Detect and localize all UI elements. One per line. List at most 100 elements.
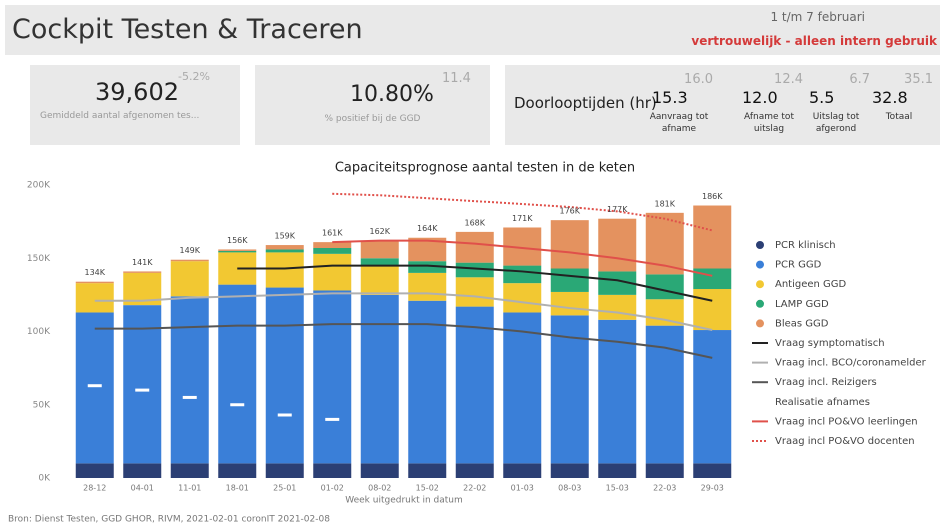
bar-segment bbox=[693, 463, 732, 478]
bar-segment bbox=[360, 294, 399, 464]
y-tick-label: 50K bbox=[33, 400, 51, 410]
throughput-label: Uitslag tot afgerond bbox=[812, 112, 860, 134]
bar-segment bbox=[123, 463, 162, 478]
total-label: 156K bbox=[227, 236, 248, 245]
x-tick-label: 22-02 bbox=[463, 484, 486, 493]
total-label: 141K bbox=[132, 258, 153, 267]
bar-segment bbox=[170, 296, 209, 464]
throughput-value: 15.3 bbox=[652, 88, 688, 107]
bar-segment bbox=[455, 277, 494, 307]
kpi-change: -5.2% bbox=[178, 70, 210, 83]
bar-segment bbox=[455, 306, 494, 464]
page-title: Cockpit Testen & Traceren bbox=[12, 14, 363, 45]
bar-segment bbox=[170, 463, 209, 478]
y-tick-label: 200K bbox=[27, 181, 51, 191]
legend-swatch bbox=[756, 260, 764, 269]
bar-segment bbox=[550, 291, 589, 316]
bar-segment bbox=[550, 463, 589, 478]
bar-segment bbox=[550, 220, 589, 269]
throughput-value: 32.8 bbox=[872, 88, 908, 107]
x-tick-label: 01-03 bbox=[511, 484, 534, 493]
bar-segment bbox=[313, 290, 352, 464]
bar-segment bbox=[645, 463, 684, 478]
legend-label: LAMP GGD bbox=[775, 299, 829, 310]
total-label: 159K bbox=[274, 232, 295, 241]
bar-segment bbox=[75, 463, 114, 478]
bar-segment bbox=[75, 312, 114, 464]
kpi-value: 10.80% bbox=[350, 82, 434, 107]
bar-segment bbox=[265, 249, 304, 253]
bar-segment bbox=[218, 284, 257, 464]
bar-segment bbox=[550, 315, 589, 464]
total-label: 186K bbox=[702, 192, 723, 201]
source: Bron: Dienst Testen, GGD GHOR, RIVM, 202… bbox=[8, 515, 330, 525]
throughput-value: 5.5 bbox=[809, 88, 835, 107]
total-label: 161K bbox=[322, 229, 343, 238]
legend-label: Vraag incl PO&VO docenten bbox=[775, 436, 915, 447]
bar-segment bbox=[313, 253, 352, 291]
bar-segment bbox=[265, 245, 304, 250]
line bbox=[94, 323, 713, 359]
bar-segment bbox=[170, 261, 209, 297]
throughput-label: Aanvraag tot afname bbox=[649, 112, 709, 134]
bar-segment bbox=[693, 330, 732, 464]
throughput-previous: 16.0 bbox=[684, 72, 713, 87]
bar-segment bbox=[360, 463, 399, 478]
total-label: 181K bbox=[654, 199, 675, 208]
bar-segment bbox=[645, 299, 684, 326]
bar-segment bbox=[313, 463, 352, 478]
bar-segment bbox=[360, 240, 399, 259]
x-tick-label: 28-12 bbox=[83, 484, 106, 493]
bar-segment bbox=[218, 250, 257, 253]
line bbox=[94, 292, 713, 332]
bar-segment bbox=[218, 249, 257, 251]
kpi-label: Gemiddeld aantal afgenomen tes... bbox=[40, 111, 200, 121]
x-tick-label: 04-01 bbox=[131, 484, 154, 493]
throughput-previous: 6.7 bbox=[849, 72, 870, 87]
bar-segment bbox=[550, 268, 589, 292]
legend-label: Realisatie afnames bbox=[775, 397, 870, 408]
bar-segment bbox=[313, 247, 352, 254]
bar-segment bbox=[503, 265, 542, 284]
bar-segment bbox=[503, 312, 542, 464]
legend-swatch bbox=[756, 299, 764, 308]
legend-swatch bbox=[756, 280, 764, 289]
x-tick-label: 18-01 bbox=[226, 484, 249, 493]
bar-segment bbox=[360, 258, 399, 266]
x-tick-label: 15-03 bbox=[606, 484, 629, 493]
line bbox=[332, 192, 713, 232]
bar-segment bbox=[598, 294, 637, 320]
y-tick-label: 150K bbox=[27, 254, 51, 264]
kpi-value: 39,602 bbox=[95, 78, 179, 106]
legend-label: Bleas GGD bbox=[775, 318, 829, 329]
kpi-label: % positief bij de GGD bbox=[324, 114, 421, 124]
bar-segment bbox=[455, 262, 494, 278]
total-label: 177K bbox=[607, 205, 628, 214]
bar-segment bbox=[123, 271, 162, 273]
total-label: 168K bbox=[464, 218, 485, 227]
legend-label: Vraag incl. BCO/coronamelder bbox=[775, 358, 927, 369]
legend-label: Vraag symptomatisch bbox=[775, 338, 885, 349]
bar-segment bbox=[360, 265, 399, 295]
legend-label: PCR GGD bbox=[775, 260, 822, 271]
bar-segment bbox=[598, 218, 637, 272]
x-tick-label: 22-03 bbox=[653, 484, 676, 493]
bar-segment bbox=[170, 259, 209, 262]
bar-segment bbox=[123, 305, 162, 464]
y-tick-label: 100K bbox=[27, 327, 51, 337]
bar-segment bbox=[408, 300, 447, 464]
bar-segment bbox=[265, 463, 304, 478]
kpi-card bbox=[30, 65, 240, 145]
legend-swatch bbox=[756, 241, 764, 249]
kpi-previous: 11.4 bbox=[442, 71, 471, 86]
x-axis-title: Week uitgedrukt in datum bbox=[345, 496, 463, 506]
period: 1 t/m 7 februari bbox=[770, 10, 865, 24]
x-tick-label: 11-01 bbox=[178, 484, 201, 493]
legend-label: Vraag incl. Reizigers bbox=[775, 377, 877, 388]
throughput-label: Totaal bbox=[885, 112, 913, 122]
bar-segment bbox=[408, 237, 447, 262]
throughput-value: 12.0 bbox=[742, 88, 778, 107]
bar-segment bbox=[598, 463, 637, 478]
